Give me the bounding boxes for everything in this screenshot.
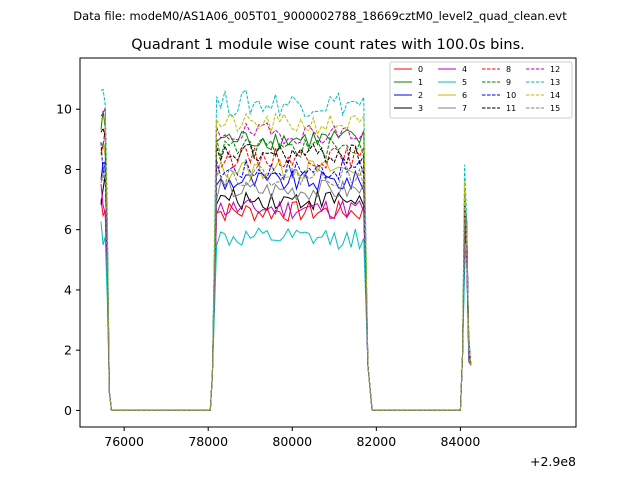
series-line-3 xyxy=(100,174,472,411)
series-line-15 xyxy=(100,164,472,411)
legend-label-1: 1 xyxy=(418,78,423,87)
file-suptitle: Data file: modeM0/AS1A06_005T01_90000027… xyxy=(73,9,567,23)
series-line-13 xyxy=(100,88,472,411)
chart-title: Quadrant 1 module wise count rates with … xyxy=(131,37,525,53)
x-tick-label: 78000 xyxy=(188,434,228,449)
legend-label-12: 12 xyxy=(550,65,560,74)
legend-label-11: 11 xyxy=(506,104,516,113)
legend-box xyxy=(389,61,573,119)
y-tick-label: 0 xyxy=(64,403,72,418)
x-tick-label: 82000 xyxy=(356,434,396,449)
legend-label-0: 0 xyxy=(418,65,423,74)
legend-label-10: 10 xyxy=(506,91,516,100)
legend-label-8: 8 xyxy=(506,65,511,74)
legend-label-15: 15 xyxy=(550,104,560,113)
legend-label-13: 13 xyxy=(550,78,560,87)
series-line-6 xyxy=(100,143,472,411)
series-line-5 xyxy=(100,221,472,411)
x-tick-label: 76000 xyxy=(104,434,144,449)
legend-label-6: 6 xyxy=(462,91,467,100)
x-offset-label: +2.9e8 xyxy=(530,454,576,469)
series-line-9 xyxy=(100,136,472,411)
legend-label-7: 7 xyxy=(462,104,467,113)
series-line-12 xyxy=(100,107,472,411)
legend-label-2: 2 xyxy=(418,91,423,100)
y-axis: 0 2 4 6 8 10 xyxy=(56,102,80,418)
x-tick-label: 80000 xyxy=(272,434,312,449)
y-tick-label: 10 xyxy=(56,102,72,117)
legend-label-3: 3 xyxy=(418,104,423,113)
series-line-10 xyxy=(100,142,472,411)
legend-label-5: 5 xyxy=(462,78,467,87)
y-tick-label: 8 xyxy=(64,162,72,177)
y-tick-label: 6 xyxy=(64,222,72,237)
x-axis: 76000 78000 80000 82000 84000 xyxy=(104,427,480,449)
series-line-1 xyxy=(100,110,472,411)
y-tick-label: 4 xyxy=(64,282,72,297)
series-line-4 xyxy=(100,183,472,411)
axes-frame xyxy=(79,57,577,428)
series-layer xyxy=(100,88,472,411)
legend-label-9: 9 xyxy=(506,78,511,87)
legend-label-4: 4 xyxy=(462,65,467,74)
series-line-11 xyxy=(100,126,472,411)
x-tick-label: 84000 xyxy=(441,434,481,449)
legend-label-14: 14 xyxy=(550,91,560,100)
series-line-14 xyxy=(100,112,472,411)
series-line-7 xyxy=(100,169,472,411)
y-tick-label: 2 xyxy=(64,343,72,358)
